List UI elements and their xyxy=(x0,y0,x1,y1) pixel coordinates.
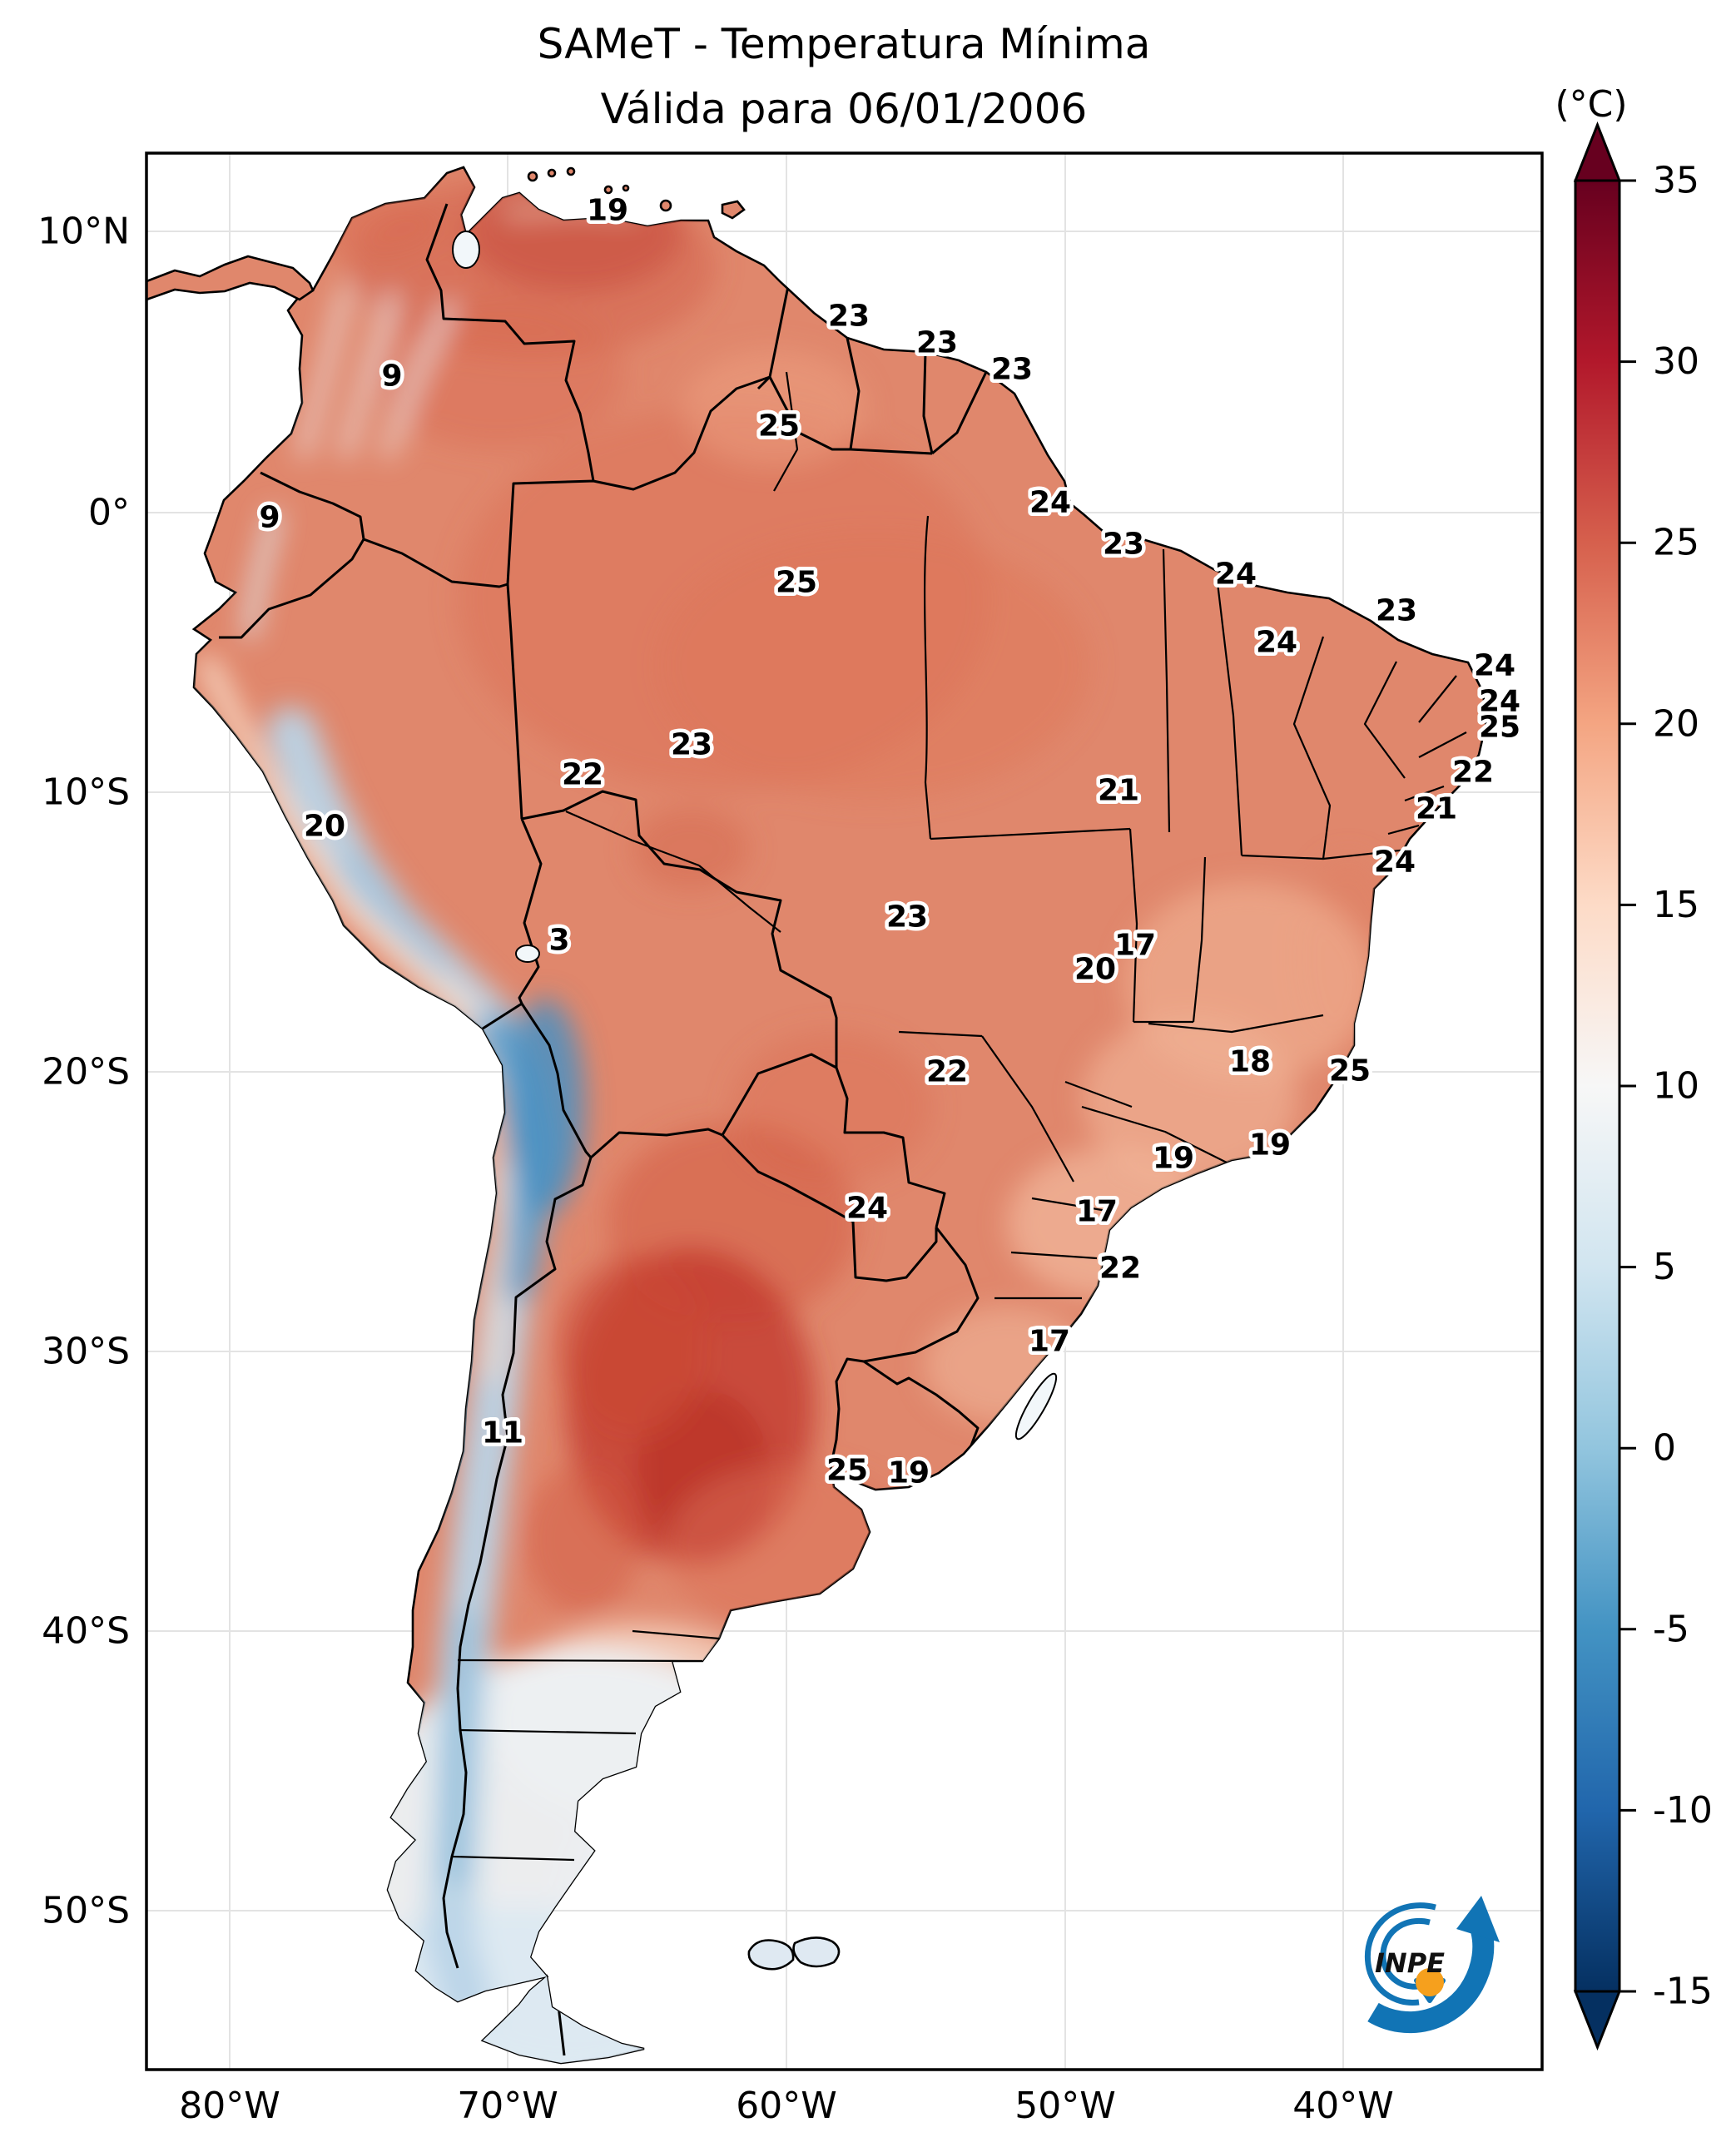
lat-tick-label: 20°S xyxy=(42,1051,130,1093)
temp-label: 18 xyxy=(1229,1045,1271,1079)
colorbar-tick-label: 35 xyxy=(1653,160,1699,202)
temp-label: 20 xyxy=(1074,953,1116,987)
temp-label: 3 xyxy=(548,924,569,958)
temp-label: 25 xyxy=(1479,711,1520,745)
figure: 1923232392524923242523242424252322212221… xyxy=(0,0,1736,2152)
lon-tick-label: 70°W xyxy=(457,2085,558,2127)
map-canvas: 1923232392524923242523242424252322212221… xyxy=(0,0,1736,2152)
colorbar-tick-label: 30 xyxy=(1653,340,1699,383)
temp-label: 24 xyxy=(1374,845,1416,880)
temp-label: 25 xyxy=(1329,1054,1371,1088)
temp-label: 22 xyxy=(562,758,603,792)
temp-label: 24 xyxy=(1029,486,1071,520)
temp-label: 19 xyxy=(1249,1128,1291,1163)
colorbar-tick-label: 5 xyxy=(1653,1246,1676,1288)
temp-label: 25 xyxy=(776,566,817,600)
temp-label: 9 xyxy=(381,359,402,394)
colorbar-tick-label: -15 xyxy=(1653,1971,1713,2013)
temp-label: 9 xyxy=(259,501,280,535)
temp-label: 21 xyxy=(1098,774,1139,808)
lon-tick-label: 40°W xyxy=(1292,2085,1394,2127)
inpe-logo-arrowhead xyxy=(1456,1896,1500,1942)
lon-tick-labels: 80°W 70°W 60°W 50°W 40°W xyxy=(179,2085,1394,2127)
colorbar-tick-label: 0 xyxy=(1653,1427,1676,1470)
temp-label: 23 xyxy=(916,326,958,360)
temp-label: 22 xyxy=(1099,1252,1141,1286)
lon-tick-label: 80°W xyxy=(179,2085,280,2127)
temp-label: 23 xyxy=(1103,528,1144,562)
temp-label: 23 xyxy=(886,900,928,935)
temp-label: 23 xyxy=(1376,594,1417,628)
inpe-logo-text: INPE xyxy=(1375,1947,1445,1979)
colorbar-tick-label: 25 xyxy=(1653,522,1699,564)
lat-tick-label: 0° xyxy=(88,492,130,534)
temp-label: 19 xyxy=(587,194,628,228)
lat-tick-labels: 10°N 0° 10°S 20°S 30°S 40°S 50°S xyxy=(37,211,130,1932)
colorbar-arrow-top xyxy=(1575,125,1619,181)
chart-subtitle: Válida para 06/01/2006 xyxy=(601,85,1088,133)
temp-label: 21 xyxy=(1416,792,1457,826)
lon-tick-label: 50°W xyxy=(1014,2085,1116,2127)
temp-label: 24 xyxy=(1256,626,1297,660)
lake-maracaibo xyxy=(453,231,479,268)
colorbar-tick-label: 10 xyxy=(1653,1065,1699,1108)
lat-tick-label: 40°S xyxy=(42,1610,130,1653)
temp-label: 17 xyxy=(1076,1195,1118,1229)
temp-label: 17 xyxy=(1029,1325,1070,1359)
inpe-logo: INPE xyxy=(1367,1896,1500,2022)
temp-label: 23 xyxy=(671,728,712,762)
temp-label: 24 xyxy=(1474,649,1515,683)
temp-label: 19 xyxy=(1153,1142,1194,1176)
temp-label: 24 xyxy=(846,1192,888,1226)
temp-label: 22 xyxy=(926,1055,968,1089)
falkland-islands xyxy=(749,1937,839,1969)
temp-label: 23 xyxy=(991,353,1033,387)
lat-tick-label: 10°S xyxy=(42,771,130,814)
colorbar-tick-label: 20 xyxy=(1653,702,1699,745)
colorbar-arrow-bottom xyxy=(1575,1991,1619,2047)
lat-tick-label: 10°N xyxy=(37,211,130,253)
temp-label: 25 xyxy=(826,1454,868,1488)
chart-title: SAMeT - Temperatura Mínima xyxy=(538,20,1151,68)
colorbar-gradient xyxy=(1575,181,1619,1991)
colorbar-tick-label: -10 xyxy=(1653,1789,1713,1832)
temp-label: 17 xyxy=(1114,929,1156,963)
lon-tick-label: 60°W xyxy=(736,2085,837,2127)
temp-label: 19 xyxy=(888,1456,930,1490)
temp-label: 24 xyxy=(1215,558,1257,592)
colorbar-tick-label: -5 xyxy=(1653,1608,1689,1650)
temp-label: 11 xyxy=(482,1416,523,1450)
colorbar-tick-label: 15 xyxy=(1653,884,1699,926)
colorbar-unit: (°C) xyxy=(1555,83,1627,126)
lat-tick-label: 30°S xyxy=(42,1331,130,1373)
lat-tick-label: 50°S xyxy=(42,1890,130,1932)
temp-label: 22 xyxy=(1452,756,1494,790)
temp-label: 20 xyxy=(304,810,345,844)
lake-titicaca xyxy=(516,945,539,962)
temp-label: 23 xyxy=(828,300,870,334)
colorbar-ticks: 35 30 25 20 15 10 5 0 -5 -10 -15 xyxy=(1619,160,1713,2013)
temp-label: 25 xyxy=(758,409,800,444)
colorbar: 35 30 25 20 15 10 5 0 -5 -10 -15 (°C) xyxy=(1555,83,1712,2047)
